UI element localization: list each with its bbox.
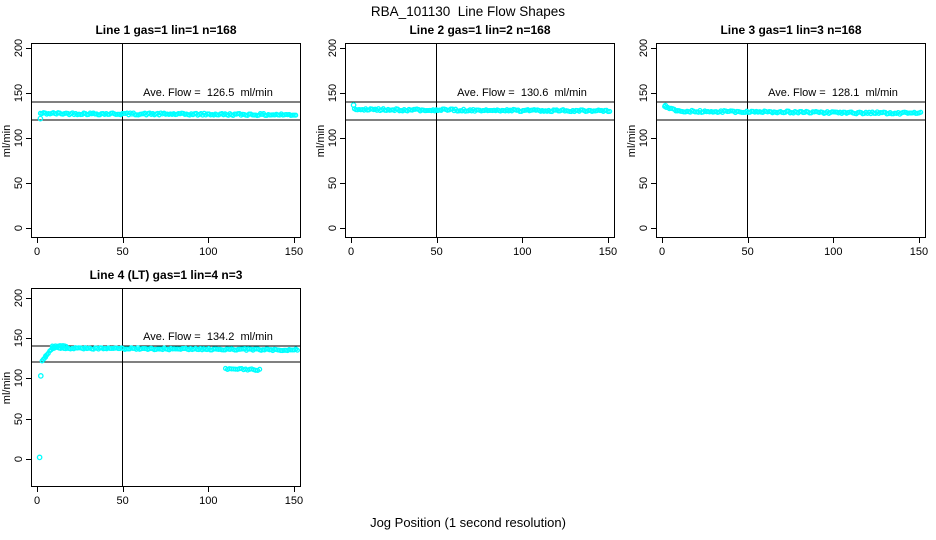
ave-flow-annotation: Ave. Flow = 126.5 ml/min [143,86,273,99]
x-tick-label: 50 [741,246,754,258]
x-axis-label: Jog Position (1 second resolution) [370,515,566,530]
y-tick-label: 0 [327,224,339,231]
x-tick-label: 50 [430,246,443,258]
y-tick [26,418,31,420]
x-tick-label: 0 [658,246,666,258]
ave-flow-annotation: Ave. Flow = 130.6 ml/min [457,86,587,99]
plot-title-line4: Line 4 (LT) gas=1 lin=4 n=3 [89,268,243,282]
y-tick-label: 150 [327,83,339,103]
data-points [350,102,613,115]
x-tick-label: 100 [824,246,843,258]
x-tick-label: 150 [284,495,304,507]
x-tick [351,238,352,243]
x-tick [293,238,295,243]
plot-area-line3 [656,43,926,238]
y-tick [651,227,656,229]
x-tick-label: 50 [116,495,129,507]
x-tick [607,238,609,243]
y-tick-label: 200 [13,288,25,307]
x-tick [662,238,663,243]
y-tick [651,182,656,184]
y-axis-title: ml/min [626,124,638,157]
x-tick [918,238,920,243]
plot-area-line2 [345,43,615,238]
y-tick-label: 150 [638,83,650,103]
x-tick-label: 100 [513,246,532,258]
x-tick [208,487,210,492]
y-axis-title: ml/min [1,124,13,157]
plot-title-line1: Line 1 gas=1 lin=1 n=168 [95,23,237,37]
x-tick-label: 0 [33,495,41,507]
y-tick [340,182,345,184]
x-tick [122,238,124,243]
x-tick [833,238,835,243]
y-tick [26,459,31,460]
x-tick [37,487,38,492]
y-tick-label: 0 [13,455,25,463]
x-tick-label: 100 [199,246,218,258]
y-tick [651,92,656,94]
main-title: RBA_101130 Line Flow Shapes [370,4,566,19]
plot-area-line1 [31,43,301,238]
y-tick-label: 200 [327,38,339,58]
x-tick-label: 100 [199,495,218,507]
y-tick [651,137,656,139]
x-tick-label: 50 [116,246,129,258]
x-tick-label: 0 [347,246,355,258]
y-tick [26,92,31,94]
x-tick-label: 150 [598,246,618,258]
y-tick-label: 100 [638,128,650,148]
plot-area-line4 [31,288,301,487]
y-tick-label: 50 [327,176,339,190]
y-axis-title: ml/min [1,371,13,404]
y-tick [26,297,31,299]
y-tick [26,227,31,229]
y-tick-label: 150 [13,328,25,348]
y-tick [340,92,345,94]
y-tick [26,47,31,49]
x-tick [747,238,749,243]
y-tick-label: 100 [327,128,339,148]
y-tick [340,47,345,49]
y-tick-label: 0 [638,224,650,231]
data-points [36,343,300,461]
x-tick [208,238,210,243]
y-tick-label: 100 [13,128,25,148]
y-tick-label: 200 [13,38,25,58]
x-tick [122,487,124,492]
y-tick-label: 50 [13,176,25,190]
x-tick-label: 150 [909,246,929,258]
y-tick [26,182,31,184]
y-tick [26,378,31,380]
plot-title-line3: Line 3 gas=1 lin=3 n=168 [720,23,862,37]
y-tick [26,338,31,339]
x-tick [293,487,295,492]
ave-flow-annotation: Ave. Flow = 134.2 ml/min [143,331,273,344]
y-tick-label: 50 [13,412,25,425]
y-tick [340,227,345,229]
y-tick [26,137,31,139]
y-tick-label: 0 [13,224,25,231]
y-tick-label: 50 [638,176,650,190]
y-tick [340,137,345,139]
y-tick-label: 200 [638,38,650,58]
y-tick-label: 100 [13,369,25,388]
data-points [37,110,299,122]
plot-title-line2: Line 2 gas=1 lin=2 n=168 [409,23,551,37]
data-points [662,102,924,117]
y-tick-label: 150 [13,83,25,103]
x-tick-label: 150 [284,246,304,258]
ave-flow-annotation: Ave. Flow = 128.1 ml/min [768,86,898,99]
x-tick [436,238,438,243]
x-tick [37,238,38,243]
x-tick [522,238,524,243]
y-axis-title: ml/min [315,124,327,157]
x-tick-label: 0 [33,246,41,258]
y-tick [651,47,656,49]
